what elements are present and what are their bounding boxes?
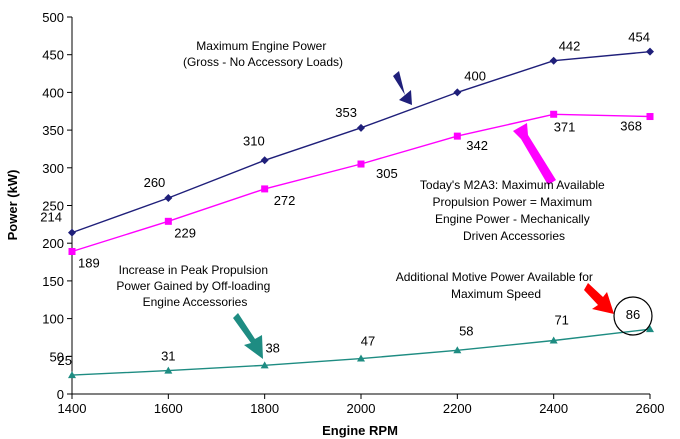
y-tick-label: 450 [42, 48, 64, 63]
y-tick-label: 350 [42, 123, 64, 138]
data-point-increase [549, 336, 558, 344]
data-point-avail [550, 110, 558, 118]
data-point-avail [164, 217, 172, 225]
additional-note: Additional Motive Power Available for Ma… [396, 270, 597, 301]
data-point-max [164, 193, 173, 202]
data-labels-layer: 214 260 310 353 400 442 454 189 229 272 305 342 371 3… [40, 30, 650, 368]
x-tick-label: 2000 [347, 401, 376, 416]
data-point-increase [646, 325, 654, 333]
available-arrow [513, 123, 556, 185]
x-tick-label: 1400 [58, 401, 87, 416]
data-label-avail: 189 [78, 256, 100, 271]
y-tick-label: 500 [42, 10, 64, 25]
data-label-increase: 25 [58, 353, 72, 368]
data-label-avail: 342 [466, 138, 488, 153]
y-tick-label: 300 [42, 161, 64, 176]
data-label-max: 310 [243, 133, 265, 148]
data-point-max [68, 228, 76, 237]
series-layer [68, 47, 654, 379]
y-tick-label: 0 [57, 387, 64, 402]
data-label-avail: 305 [376, 166, 398, 181]
data-label-max: 353 [335, 105, 357, 120]
data-label-increase: 38 [265, 340, 279, 355]
x-tick-label: 1600 [154, 401, 183, 416]
data-point-increase [68, 371, 76, 379]
data-point-avail [261, 185, 269, 193]
axes: 0 50 100 150 200 250 300 350 400 450 500 1400 1600 18… [42, 10, 664, 416]
x-tick-label: 2200 [443, 401, 472, 416]
data-point-avail [68, 247, 76, 255]
x-tick-label: 2600 [636, 401, 665, 416]
data-point-increase [164, 366, 173, 374]
data-point-increase [453, 346, 462, 354]
y-tick-label: 200 [42, 236, 64, 251]
y-tick-label: 250 [42, 199, 64, 214]
available-note: Today's M2A3: Maximum Available Propulsi… [420, 178, 608, 243]
y-axis-title: Power (kW) [5, 170, 20, 241]
data-label-avail: 371 [554, 119, 576, 134]
data-label-avail: 272 [274, 193, 296, 208]
data-label-max: 400 [464, 68, 486, 83]
data-point-increase [357, 354, 365, 362]
data-label-increase: 47 [361, 334, 375, 349]
data-point-avail [646, 113, 654, 121]
increase-arrow [233, 313, 263, 359]
y-tick-label: 400 [42, 85, 64, 100]
x-tick-label: 1800 [250, 401, 279, 416]
y-tick-label: 50 [50, 349, 64, 364]
data-label-increase: 86 [626, 307, 640, 322]
data-label-avail: 229 [174, 225, 196, 240]
data-point-max [453, 88, 462, 97]
data-label-increase: 31 [161, 349, 175, 364]
data-label-max: 454 [628, 30, 650, 45]
data-label-max: 214 [40, 210, 62, 225]
data-point-max [357, 123, 365, 132]
data-label-max: 442 [559, 39, 581, 54]
data-label-increase: 58 [459, 323, 473, 338]
increase-note: Increase in Peak Propulsion Power Gained… [116, 263, 273, 309]
x-tick-label: 2400 [539, 401, 568, 416]
data-point-avail [453, 132, 461, 140]
data-label-increase: 71 [554, 313, 568, 328]
highlight-circle [613, 296, 653, 336]
data-point-avail [357, 160, 365, 168]
y-tick-label: 100 [42, 312, 64, 327]
data-point-increase [260, 361, 269, 369]
data-label-avail: 368 [620, 119, 642, 134]
additional-arrow [584, 283, 614, 314]
y-tick-label: 150 [42, 274, 64, 289]
data-point-max [646, 47, 654, 56]
data-point-max [260, 156, 269, 165]
data-point-max [549, 56, 558, 65]
x-axis-title: Engine RPM [322, 423, 398, 438]
max-power-arrow [393, 71, 412, 105]
max-power-note: Maximum Engine Power (Gross - No Accesso… [183, 39, 343, 69]
data-label-max: 260 [144, 175, 166, 190]
